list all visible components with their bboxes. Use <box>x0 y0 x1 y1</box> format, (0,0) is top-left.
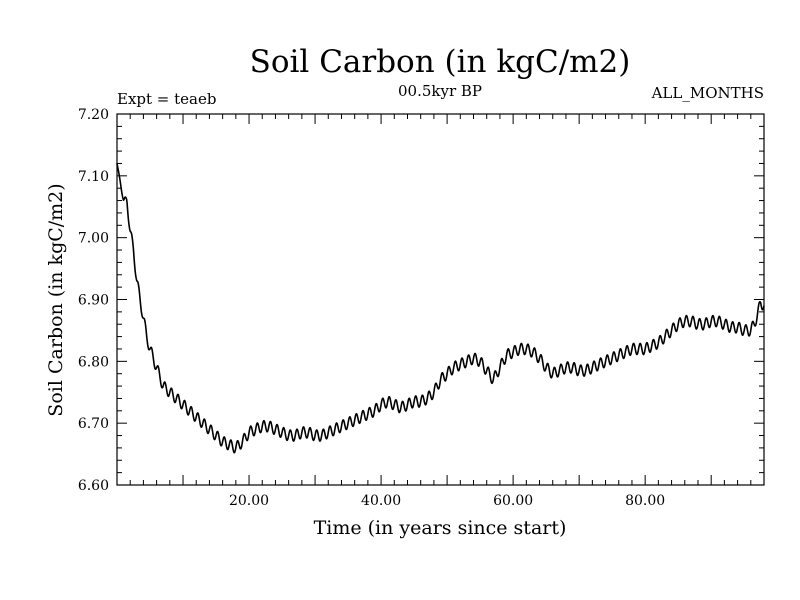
plot-frame <box>116 113 765 486</box>
y-tick-label: 7.00 <box>78 231 109 247</box>
tick-labels: 20.00 40.00 60.00 80.00 6.60 6.70 6.80 6.90 7.00… <box>78 107 665 509</box>
y-tick-label: 6.60 <box>78 478 109 494</box>
period-label: ALL_MONTHS <box>651 84 764 102</box>
chart-title: Soil Carbon (in kgC/m2) <box>250 44 631 80</box>
x-axis-title: Time (in years since start) <box>314 517 567 539</box>
y-tick-label: 6.90 <box>78 293 109 309</box>
y-tick-label: 7.20 <box>78 107 109 123</box>
y-tick-label: 7.10 <box>78 169 109 185</box>
soil-carbon-series-line <box>116 163 765 454</box>
experiment-label: Expt = teaeb <box>117 90 216 108</box>
y-tick-label: 6.80 <box>78 354 109 370</box>
x-tick-label: 20.00 <box>229 493 269 509</box>
y-axis-title: Soil Carbon (in kgC/m2) <box>45 183 67 416</box>
chart-subtitle: 00.5kyr BP <box>398 82 482 100</box>
x-tick-label: 40.00 <box>361 493 401 509</box>
x-tick-label: 80.00 <box>625 493 665 509</box>
x-tick-label: 60.00 <box>493 493 533 509</box>
y-tick-label: 6.70 <box>78 416 109 432</box>
